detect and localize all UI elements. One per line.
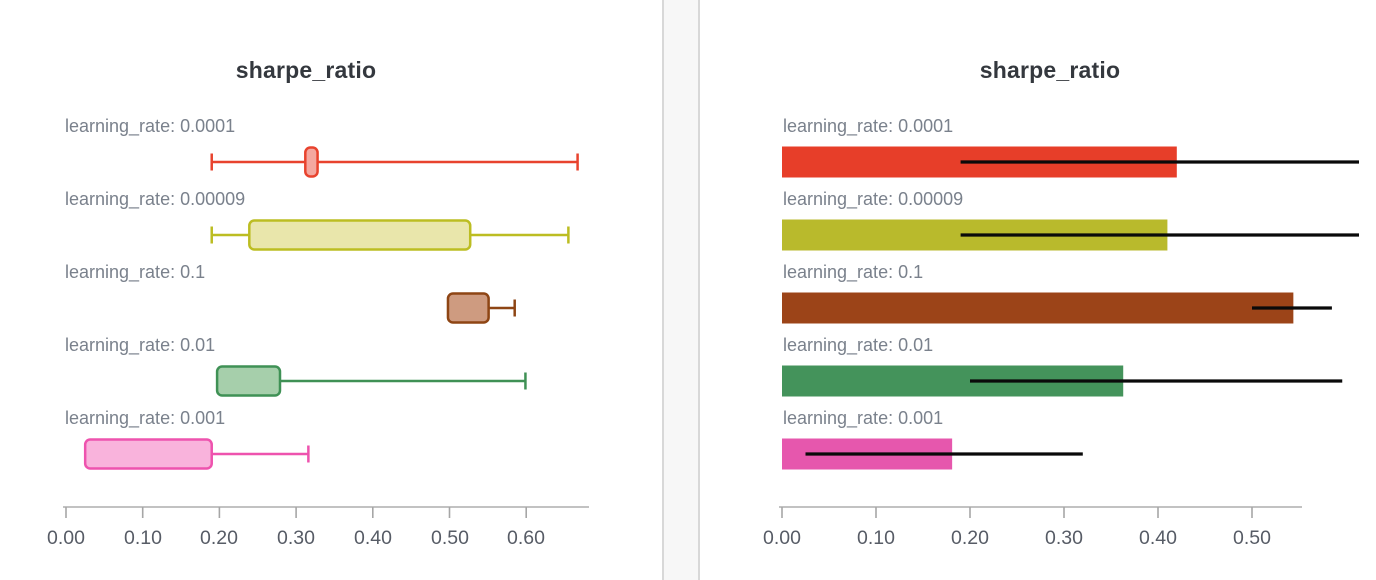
x-tick-label: 0.30 [277, 527, 315, 549]
boxplot-row [210, 219, 570, 251]
category-label: learning_rate: 0.1 [783, 262, 924, 282]
bar-row [782, 219, 1359, 251]
x-tick-label: 0.30 [1045, 527, 1083, 549]
box-plot-box[interactable] [446, 292, 490, 324]
category-label: learning_rate: 0.01 [783, 335, 934, 355]
bar[interactable] [782, 292, 1294, 324]
boxplot-row [83, 438, 310, 470]
category-label: learning_rate: 0.0001 [65, 116, 236, 136]
category-label: learning_rate: 0.01 [65, 335, 216, 355]
category-label: learning_rate: 0.001 [783, 408, 944, 428]
barchart-panel: sharpe_ratio learning_rate: 0.0001 learn… [700, 0, 1376, 580]
box-plot-box[interactable] [83, 438, 213, 470]
x-tick-label: 0.00 [47, 527, 85, 549]
bar-row [782, 365, 1343, 397]
x-tick-label: 0.20 [951, 527, 989, 549]
x-tick-label: 0.00 [763, 527, 801, 549]
boxplot-row [446, 292, 516, 324]
x-tick-label: 0.10 [124, 527, 162, 549]
box-plot-box[interactable] [215, 365, 282, 397]
box-plot-box[interactable] [248, 219, 472, 251]
x-axis [63, 506, 589, 518]
x-tick-label: 0.50 [431, 527, 469, 549]
x-tick-label: 0.20 [200, 527, 238, 549]
category-label: learning_rate: 0.0001 [783, 116, 954, 136]
boxplot-row [215, 365, 527, 397]
x-tick-label: 0.40 [354, 527, 392, 549]
chart-title: sharpe_ratio [235, 57, 377, 83]
boxplot-panel: sharpe_ratio learning_rate: 0.0001 learn… [0, 0, 662, 580]
bar-row [782, 438, 1083, 470]
x-axis [779, 506, 1302, 518]
barchart-canvas [779, 146, 1359, 518]
boxplot-canvas [63, 146, 589, 518]
category-label: learning_rate: 0.1 [65, 262, 206, 282]
panel-divider [662, 0, 700, 580]
category-label: learning_rate: 0.001 [65, 408, 226, 428]
chart-title: sharpe_ratio [979, 57, 1121, 83]
bar-row [782, 292, 1332, 324]
x-tick-label: 0.60 [507, 527, 545, 549]
x-tick-label: 0.10 [857, 527, 895, 549]
x-tick-label: 0.50 [1233, 527, 1271, 549]
x-tick-label: 0.40 [1139, 527, 1177, 549]
box-plot-box[interactable] [304, 146, 319, 178]
boxplot-row [210, 146, 579, 178]
bar-row [782, 146, 1359, 178]
category-label: learning_rate: 0.00009 [65, 189, 246, 209]
category-label: learning_rate: 0.00009 [783, 189, 964, 209]
